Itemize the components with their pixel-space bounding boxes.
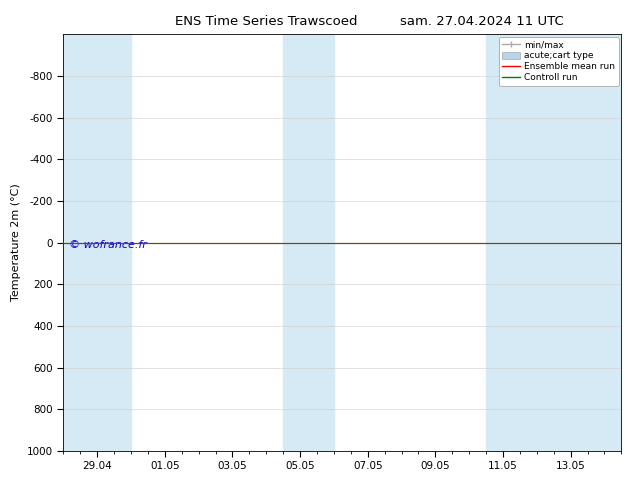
Text: sam. 27.04.2024 11 UTC: sam. 27.04.2024 11 UTC: [400, 15, 564, 28]
Y-axis label: Temperature 2m (°C): Temperature 2m (°C): [11, 184, 22, 301]
Text: © wofrance.fr: © wofrance.fr: [69, 241, 147, 250]
Text: ENS Time Series Trawscoed: ENS Time Series Trawscoed: [175, 15, 358, 28]
Bar: [283, 34, 334, 451]
Legend: min/max, acute;cart type, Ensemble mean run, Controll run: min/max, acute;cart type, Ensemble mean …: [499, 37, 619, 86]
Bar: [63, 34, 131, 451]
Bar: [486, 34, 621, 451]
